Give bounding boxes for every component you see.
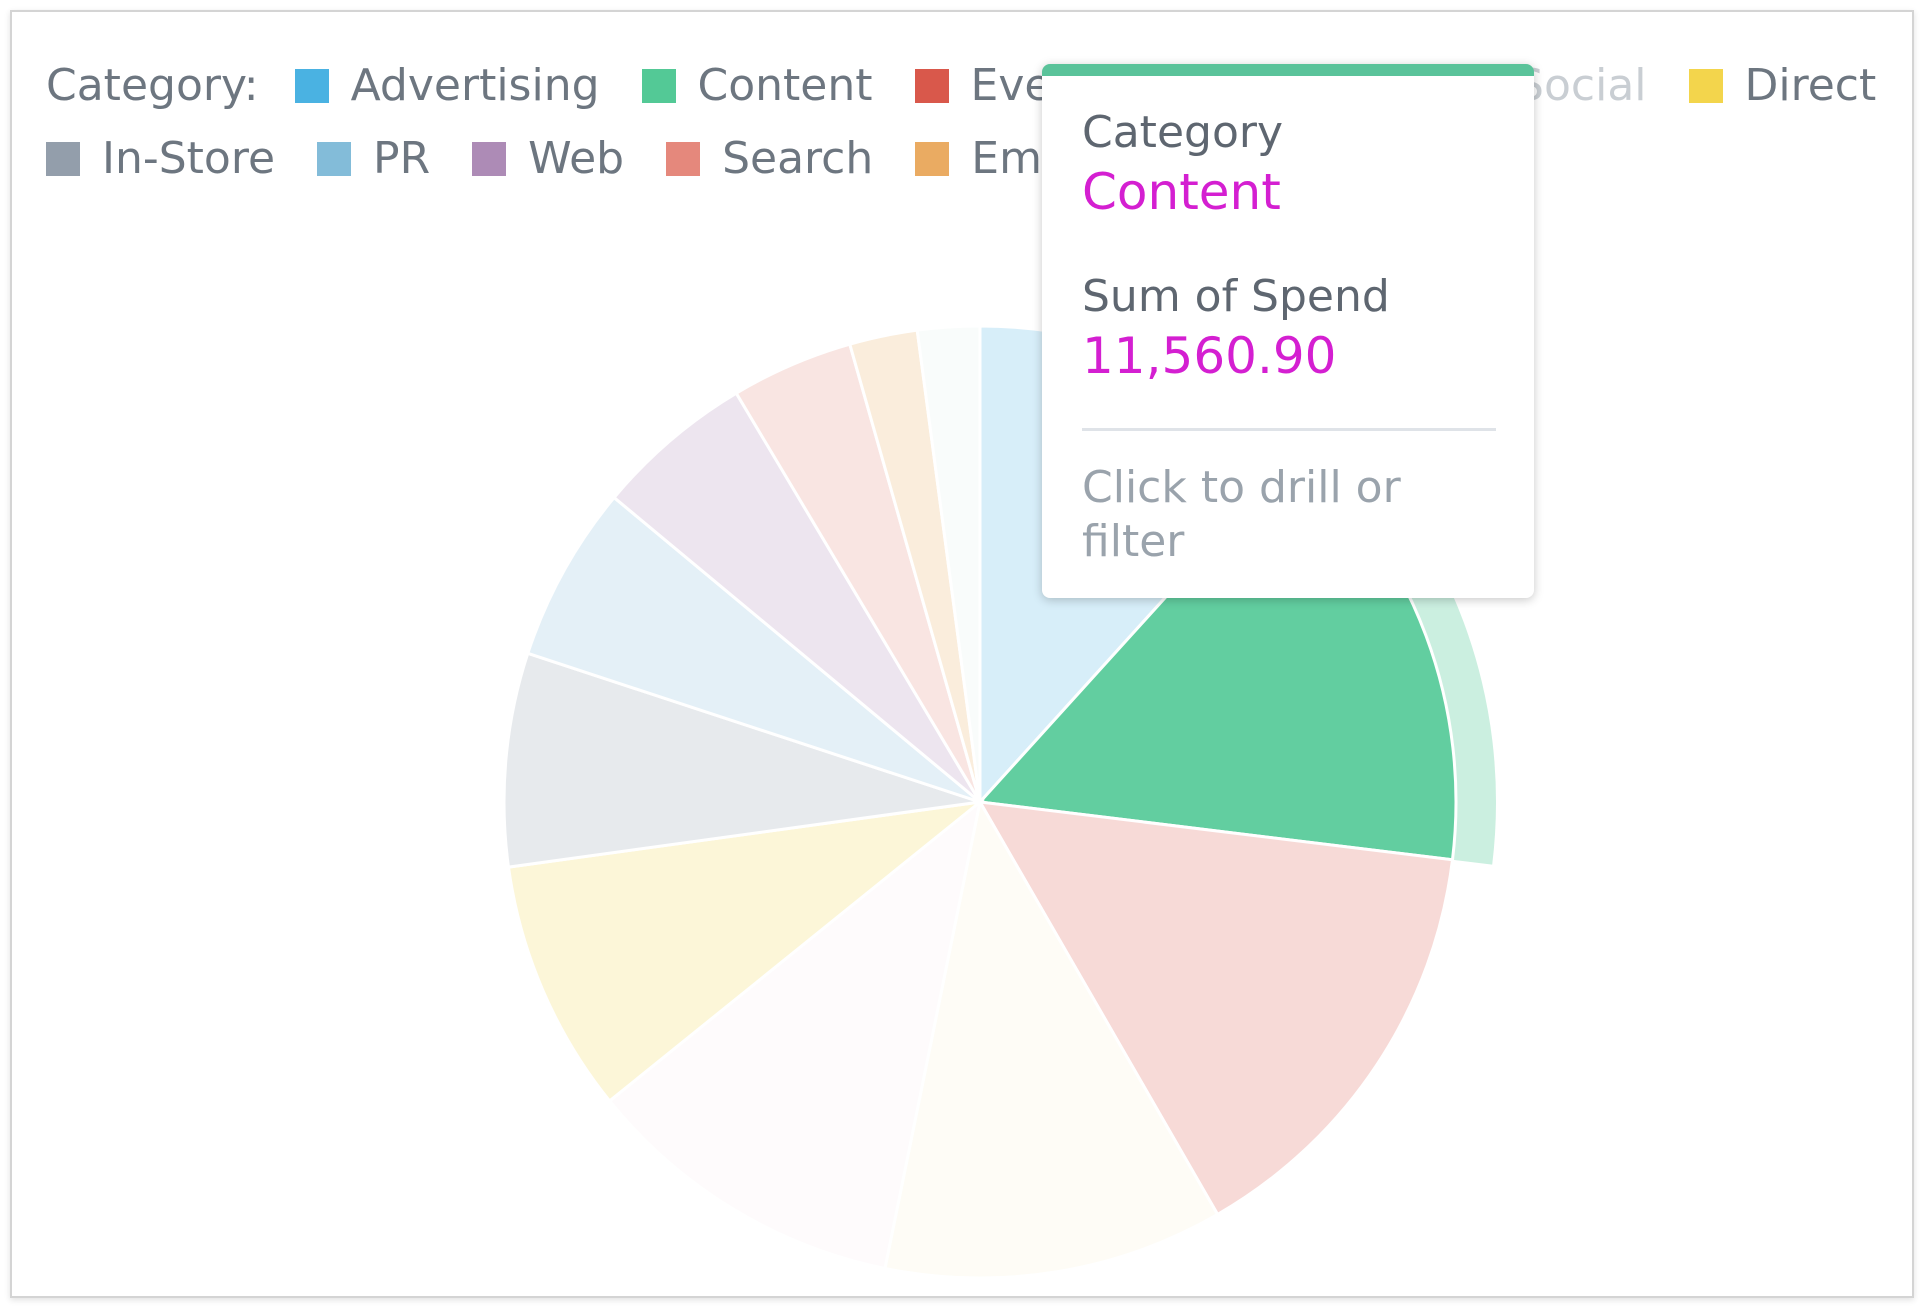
legend-label-advertising: Advertising bbox=[350, 60, 600, 111]
pie-slice-telephone[interactable] bbox=[883, 797, 1220, 1280]
legend-item-content[interactable]: Content bbox=[641, 60, 873, 111]
tooltip-metric-value: 11,560.90 bbox=[1082, 327, 1337, 385]
legend-item-direct[interactable]: Direct bbox=[1688, 60, 1877, 111]
legend-item-search[interactable]: Search bbox=[666, 133, 873, 184]
legend-label-content: Content bbox=[697, 60, 873, 111]
tooltip-category-label: Category bbox=[1082, 107, 1283, 158]
tooltip-hint: Click to drill or filter bbox=[1082, 462, 1401, 567]
pie-slice-in-store[interactable] bbox=[502, 651, 981, 869]
legend-swatch-content bbox=[641, 68, 676, 103]
legend-item-in-store[interactable]: In-Store bbox=[46, 133, 275, 184]
legend-title: Category: bbox=[46, 60, 259, 111]
pie-slice-web[interactable] bbox=[611, 391, 982, 804]
legend-swatch-email bbox=[915, 141, 950, 176]
pie-slice-social[interactable] bbox=[607, 798, 983, 1271]
chart-tooltip: Category Content Sum of Spend 11,560.90 … bbox=[1042, 64, 1534, 598]
legend-label-search: Search bbox=[722, 133, 874, 184]
legend-swatch-event bbox=[914, 68, 949, 103]
pie-slice-direct[interactable] bbox=[506, 799, 986, 1104]
chart-container: Category: AdvertisingContentEventTelepho… bbox=[10, 10, 1914, 1298]
tooltip-divider bbox=[1082, 428, 1496, 431]
legend-item-web[interactable]: Web bbox=[472, 133, 624, 184]
pie-slice-event[interactable] bbox=[977, 800, 1455, 1217]
legend-swatch-in-store bbox=[46, 141, 80, 176]
legend-swatch-direct bbox=[1688, 68, 1723, 103]
pie-slice-pr[interactable] bbox=[525, 495, 981, 804]
legend-item-advertising[interactable]: Advertising bbox=[294, 60, 600, 111]
legend-label-in-store: In-Store bbox=[102, 133, 276, 184]
pie-chart bbox=[502, 324, 1497, 1280]
legend-label-social: Social bbox=[1516, 60, 1647, 111]
legend-swatch-search bbox=[666, 141, 701, 176]
legend-item-pr[interactable]: PR bbox=[317, 133, 430, 184]
legend-swatch-advertising bbox=[294, 68, 329, 103]
tooltip-metric-label: Sum of Spend bbox=[1082, 271, 1390, 322]
legend-swatch-web bbox=[472, 141, 507, 176]
legend-label-pr: PR bbox=[373, 133, 431, 184]
legend-label-web: Web bbox=[528, 133, 625, 184]
legend-label-direct: Direct bbox=[1744, 60, 1877, 111]
legend-swatch-pr bbox=[317, 141, 352, 176]
pie-slice-mobile[interactable] bbox=[915, 324, 982, 803]
tooltip-category-value: Content bbox=[1082, 163, 1281, 221]
